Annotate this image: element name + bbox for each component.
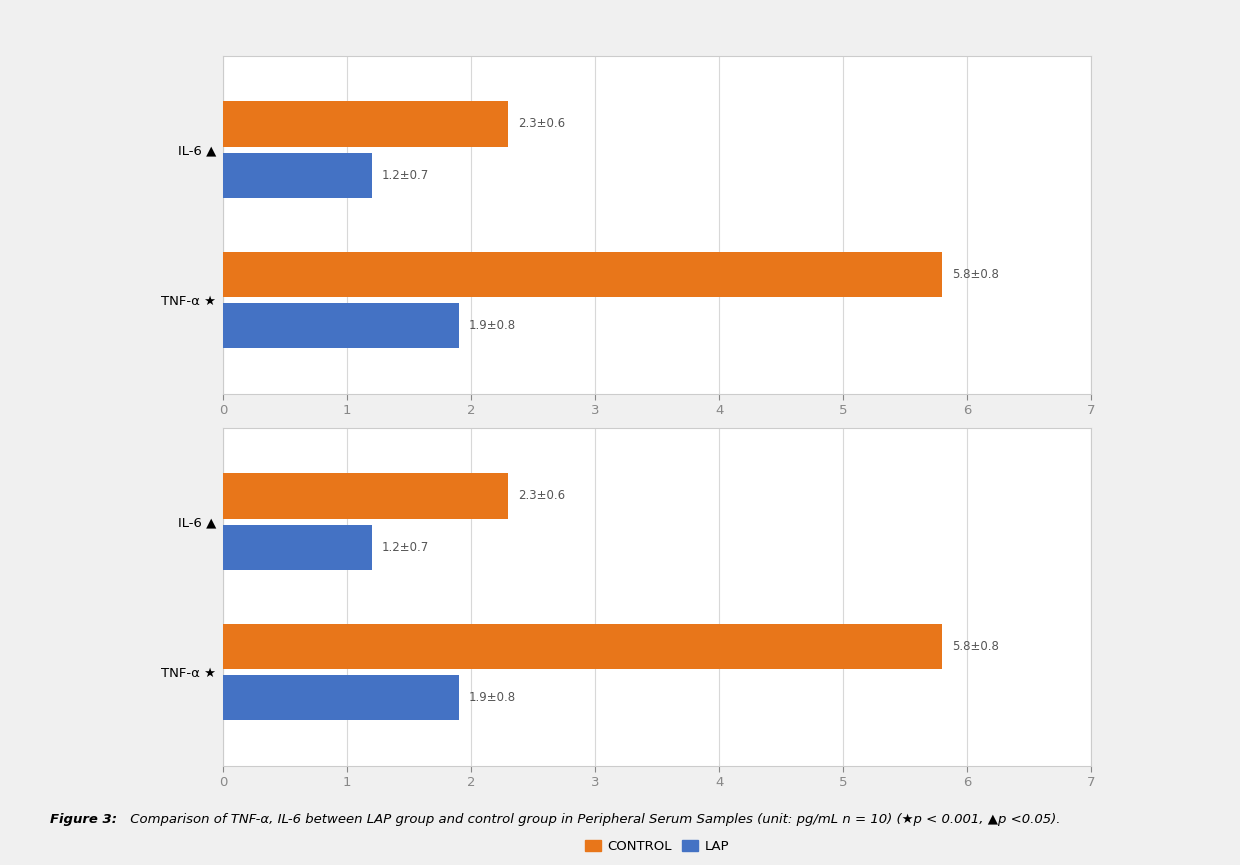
Text: 5.8±0.8: 5.8±0.8	[952, 268, 999, 281]
Bar	[223, 252, 942, 298]
Text: 1.9±0.8: 1.9±0.8	[469, 691, 516, 704]
Bar	[223, 524, 372, 570]
Bar	[223, 624, 942, 670]
Text: 1.2±0.7: 1.2±0.7	[382, 541, 429, 554]
Bar	[223, 304, 459, 349]
Text: 2.3±0.6: 2.3±0.6	[518, 490, 565, 503]
Bar	[223, 152, 372, 198]
Text: 2.3±0.6: 2.3±0.6	[518, 118, 565, 131]
Bar	[223, 101, 508, 146]
Text: Comparison of TNF-α, IL-6 between LAP group and control group in Peripheral Seru: Comparison of TNF-α, IL-6 between LAP gr…	[126, 813, 1061, 826]
Text: 1.2±0.7: 1.2±0.7	[382, 169, 429, 182]
Text: 1.9±0.8: 1.9±0.8	[469, 319, 516, 332]
Bar	[223, 473, 508, 518]
Legend: CONTROL, LAP: CONTROL, LAP	[585, 841, 729, 854]
Legend: CONTROL, LAP: CONTROL, LAP	[585, 469, 729, 482]
Bar	[223, 676, 459, 721]
Text: Figure 3:: Figure 3:	[50, 813, 117, 826]
Text: 5.8±0.8: 5.8±0.8	[952, 640, 999, 653]
